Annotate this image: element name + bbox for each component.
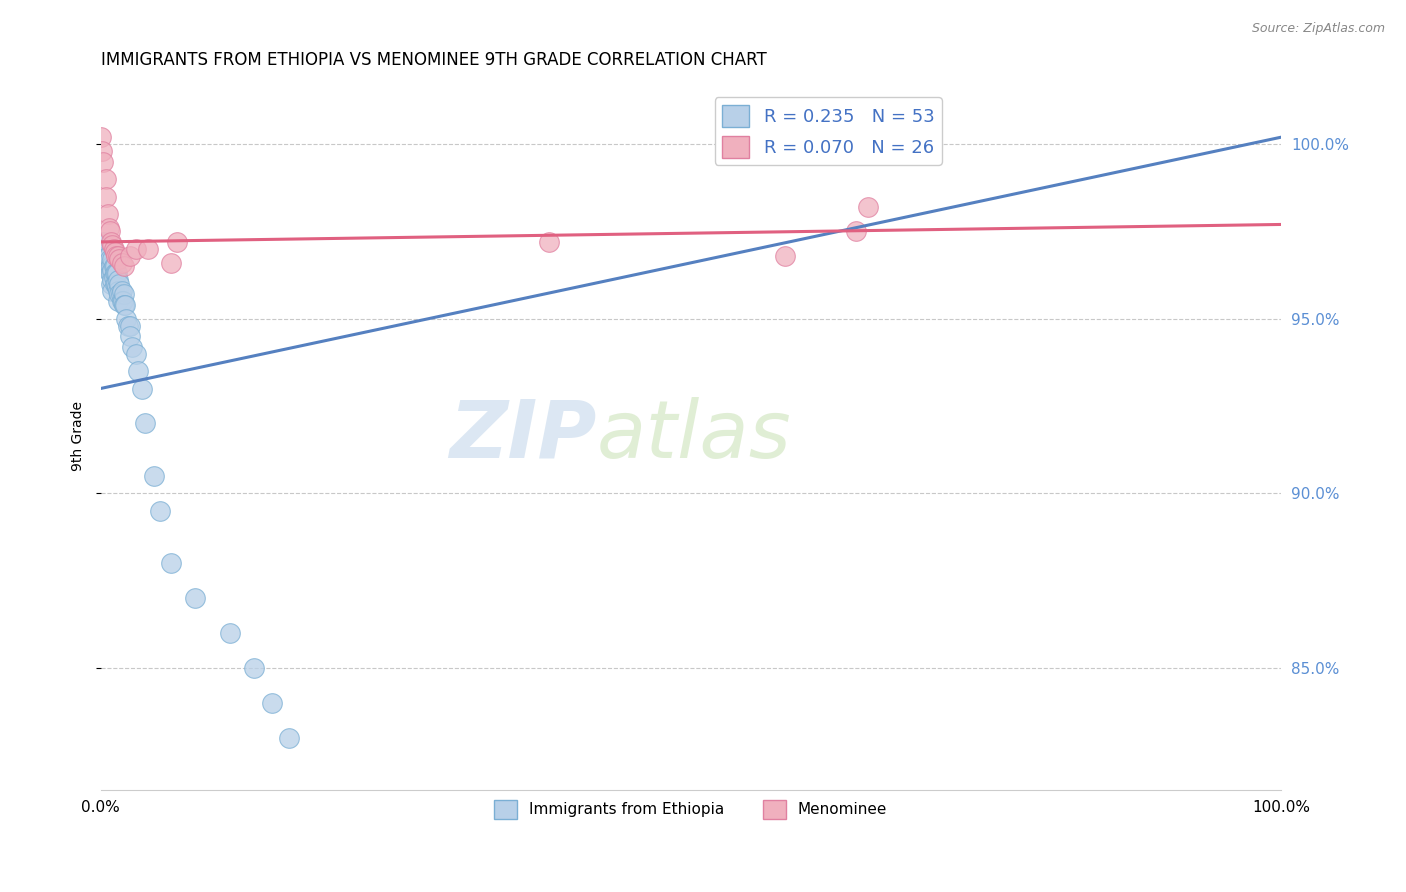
Point [100,235,122,249]
Point [131,382,153,396]
Point [104,245,127,260]
Y-axis label: 9th Grade: 9th Grade [72,401,86,471]
Point [136,242,159,256]
Point [184,591,207,605]
Point [108,252,131,267]
Point [97,207,120,221]
Point [90,144,112,158]
Point [108,277,131,291]
Point [97,221,120,235]
Point [104,266,127,280]
Point [775,249,797,263]
Point [856,200,879,214]
Legend: Immigrants from Ethiopia, Menominee: Immigrants from Ethiopia, Menominee [488,794,893,825]
Text: ZIP: ZIP [449,397,596,475]
Point [127,364,149,378]
Point [98,252,121,267]
Point [118,249,141,263]
Point [114,298,136,312]
Point [160,256,183,270]
Point [104,260,127,274]
Point [104,277,127,291]
Point [125,242,148,256]
Point [278,731,301,745]
Point [118,318,141,333]
Point [96,172,118,186]
Point [260,696,283,710]
Point [101,252,124,267]
Point [97,249,120,263]
Point [111,256,134,270]
Point [105,266,128,280]
Point [103,242,125,256]
Point [103,260,125,274]
Point [538,235,561,249]
Point [115,311,138,326]
Point [118,329,141,343]
Point [101,263,124,277]
Point [103,269,125,284]
Point [104,249,127,263]
Point [97,260,120,274]
Text: atlas: atlas [596,397,792,475]
Point [94,249,117,263]
Point [142,468,165,483]
Point [166,235,188,249]
Point [100,260,122,274]
Point [117,318,139,333]
Point [219,625,242,640]
Point [107,294,129,309]
Point [111,284,134,298]
Point [160,556,183,570]
Point [101,238,124,252]
Point [96,242,118,256]
Text: IMMIGRANTS FROM ETHIOPIA VS MENOMINEE 9TH GRADE CORRELATION CHART: IMMIGRANTS FROM ETHIOPIA VS MENOMINEE 9T… [100,51,766,69]
Point [104,266,127,280]
Point [97,249,120,263]
Point [107,273,129,287]
Point [101,273,124,287]
Point [107,249,129,263]
Point [100,277,122,291]
Point [845,224,868,238]
Point [98,266,121,280]
Point [89,130,111,145]
Point [125,346,148,360]
Point [121,340,143,354]
Text: Source: ZipAtlas.com: Source: ZipAtlas.com [1251,22,1385,36]
Point [110,287,132,301]
Point [98,224,121,238]
Point [91,235,114,249]
Point [108,287,131,301]
Point [112,298,135,312]
Point [91,154,114,169]
Point [243,661,266,675]
Point [148,504,170,518]
Point [112,260,135,274]
Point [107,284,129,298]
Point [104,277,127,291]
Point [105,280,128,294]
Point [111,294,134,309]
Point [112,287,135,301]
Point [111,294,134,309]
Point [100,266,122,280]
Point [101,284,124,298]
Point [96,189,118,203]
Point [134,417,156,431]
